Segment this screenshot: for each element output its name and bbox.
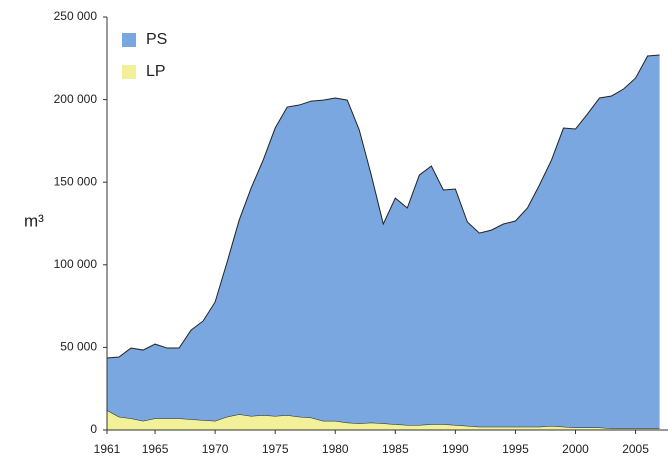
area-edge: [106, 54, 660, 359]
legend-swatch: [122, 65, 136, 79]
area: [107, 410, 660, 430]
legend-swatch: [122, 33, 136, 47]
y-tick-label: 250 000: [54, 9, 98, 23]
x-tick-label: 1995: [502, 442, 529, 456]
x-tick-label: 2000: [562, 442, 589, 456]
x-tick-label: 1965: [142, 442, 169, 456]
legend-label: PS: [146, 31, 167, 48]
x-tick-label: 1970: [202, 442, 229, 456]
x-tick-label: 1985: [382, 442, 409, 456]
y-axis-label: m³: [24, 211, 44, 230]
x-tick-label: 1980: [322, 442, 349, 456]
x-tick-label: 2005: [622, 442, 649, 456]
x-tick-label: 1990: [442, 442, 469, 456]
x-tick-label: 1975: [262, 442, 289, 456]
area: [107, 54, 660, 429]
y-tick-label: 100 000: [54, 257, 98, 271]
y-tick-label: 0: [90, 422, 97, 436]
y-tick-label: 50 000: [60, 340, 97, 354]
y-tick-label: 150 000: [54, 174, 98, 188]
y-tick-label: 200 000: [54, 92, 98, 106]
legend-label: LP: [146, 63, 166, 80]
x-tick-label: 1961: [94, 442, 121, 456]
